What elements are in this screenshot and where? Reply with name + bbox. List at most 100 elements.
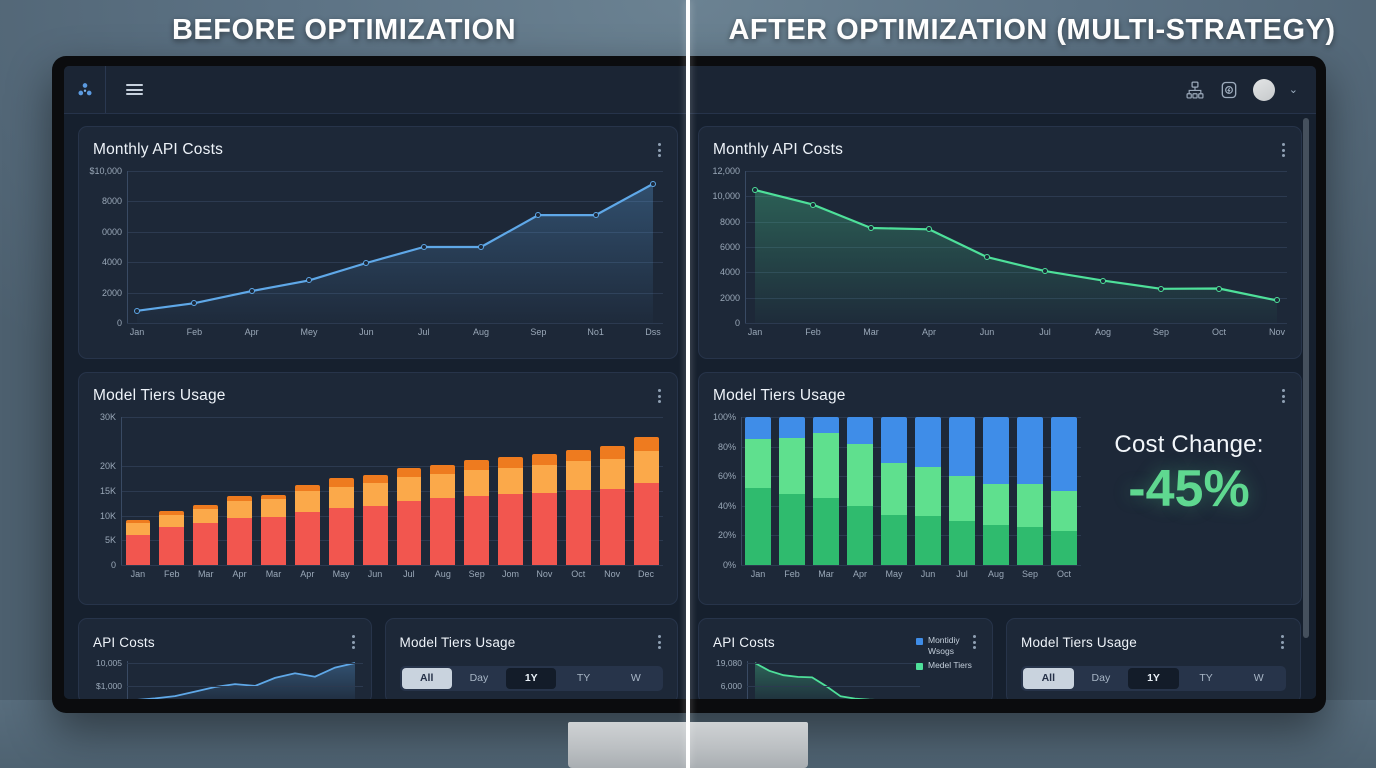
data-point[interactable] xyxy=(1100,277,1106,284)
data-point[interactable] xyxy=(306,277,312,284)
bar-segment xyxy=(1017,526,1043,565)
bar-segment xyxy=(328,508,354,565)
hamburger-menu-icon[interactable] xyxy=(106,66,162,113)
y-axis-tick-label: 15K xyxy=(99,486,116,496)
legend-item: Medel Tiers xyxy=(916,660,986,671)
range-button-all[interactable]: All xyxy=(401,668,452,689)
data-point[interactable] xyxy=(752,187,758,193)
bar-segment xyxy=(294,484,320,492)
bar-segment xyxy=(847,417,873,444)
y-axis-tick-label: $1,000 xyxy=(96,680,122,691)
bar-column[interactable] xyxy=(532,453,557,565)
bar-segment xyxy=(532,465,557,493)
x-axis-tick-label: Feb xyxy=(784,569,800,579)
more-options-icon[interactable] xyxy=(350,631,357,653)
bar-column[interactable] xyxy=(745,417,771,565)
bar-segment xyxy=(464,495,490,565)
data-point[interactable] xyxy=(191,300,198,307)
range-button-w[interactable]: W xyxy=(1253,672,1264,684)
range-button-day[interactable]: Day xyxy=(469,672,489,684)
more-options-icon[interactable] xyxy=(1279,631,1286,653)
data-point[interactable] xyxy=(134,307,140,314)
card-header: Monthly API Costs xyxy=(79,127,677,165)
kebab-dot xyxy=(1281,635,1284,638)
range-button-w[interactable]: W xyxy=(630,672,641,684)
bar-column[interactable] xyxy=(949,417,975,565)
bar-column[interactable] xyxy=(227,496,252,565)
data-point[interactable] xyxy=(1158,285,1164,292)
bar-column[interactable] xyxy=(294,484,320,565)
bar-column[interactable] xyxy=(633,437,659,565)
kebab-dot xyxy=(1282,389,1285,392)
bar-segment xyxy=(498,457,523,468)
x-axis-tick-label: Oct xyxy=(571,569,586,579)
x-axis-tick-label: Dss xyxy=(645,327,661,337)
bar-column[interactable] xyxy=(261,494,286,565)
more-options-icon[interactable] xyxy=(971,631,978,653)
data-point[interactable] xyxy=(650,180,656,187)
heading-before-optimization: BEFORE OPTIMIZATION xyxy=(171,14,517,46)
data-point[interactable] xyxy=(926,226,932,233)
bar-column[interactable] xyxy=(159,510,185,565)
bar-column[interactable] xyxy=(1051,417,1077,565)
bar-column[interactable] xyxy=(396,467,422,565)
data-point[interactable] xyxy=(420,244,427,250)
badge-shield-icon[interactable] xyxy=(1219,80,1239,100)
bar-column[interactable] xyxy=(464,460,490,565)
bar-column[interactable] xyxy=(193,505,219,565)
more-options-icon[interactable] xyxy=(1280,385,1287,407)
bar-column[interactable] xyxy=(565,450,591,565)
y-axis-tick-label: 5K xyxy=(104,535,116,546)
bar-column[interactable] xyxy=(430,464,456,565)
molecule-logo-icon[interactable] xyxy=(64,66,106,113)
bar-column[interactable] xyxy=(498,457,523,565)
chevron-down-icon[interactable]: ⌄ xyxy=(1288,84,1298,96)
data-point[interactable] xyxy=(363,259,370,266)
range-button-day[interactable]: Day xyxy=(1091,672,1111,684)
data-point[interactable] xyxy=(984,254,990,261)
org-chart-icon[interactable] xyxy=(1185,80,1205,100)
bar-segment xyxy=(193,505,219,509)
avatar[interactable] xyxy=(1252,78,1275,101)
y-axis-tick-label: 10K xyxy=(99,510,116,521)
data-point[interactable] xyxy=(478,244,484,250)
card-header: Model Tiers Usage xyxy=(79,373,677,411)
range-button-all[interactable]: All xyxy=(1023,668,1074,689)
range-button-ty[interactable]: TY xyxy=(576,672,591,684)
more-options-icon[interactable] xyxy=(1280,139,1287,161)
bar-column[interactable] xyxy=(847,417,873,565)
bar-column[interactable] xyxy=(1017,417,1043,565)
x-axis-tick-label: Apr xyxy=(852,569,868,579)
more-options-icon[interactable] xyxy=(656,385,663,407)
bar-segment xyxy=(633,437,659,452)
bar-column[interactable] xyxy=(328,478,354,565)
data-point[interactable] xyxy=(1216,285,1222,292)
series-line xyxy=(137,662,356,699)
bar-column[interactable] xyxy=(779,417,805,565)
data-point[interactable] xyxy=(810,201,816,208)
data-point[interactable] xyxy=(592,212,599,219)
data-point[interactable] xyxy=(868,225,874,231)
data-point[interactable] xyxy=(1042,268,1048,275)
range-button-1y[interactable]: 1Y xyxy=(506,668,557,689)
gridline xyxy=(121,466,663,468)
range-button-ty[interactable]: TY xyxy=(1199,672,1213,684)
range-segmented-control[interactable]: All Day 1Y TY W xyxy=(1021,666,1286,691)
bar-column[interactable] xyxy=(813,417,839,565)
bar-column[interactable] xyxy=(881,417,907,565)
kebab-dot xyxy=(658,646,661,649)
bar-column[interactable] xyxy=(125,520,151,565)
bar-column[interactable] xyxy=(362,475,388,565)
range-button-1y[interactable]: 1Y xyxy=(1128,668,1179,689)
more-options-icon[interactable] xyxy=(656,139,663,161)
data-point[interactable] xyxy=(535,212,542,219)
data-point[interactable] xyxy=(1274,297,1280,304)
bar-column[interactable] xyxy=(983,417,1009,565)
range-segmented-control[interactable]: All Day 1Y TY W xyxy=(399,666,663,691)
data-point[interactable] xyxy=(248,288,255,295)
bar-column[interactable] xyxy=(915,417,941,565)
more-options-icon[interactable] xyxy=(656,631,663,653)
x-axis-tick-label: Mar xyxy=(863,327,879,337)
bar-column[interactable] xyxy=(599,445,625,565)
vertical-scrollbar[interactable] xyxy=(1303,118,1309,638)
